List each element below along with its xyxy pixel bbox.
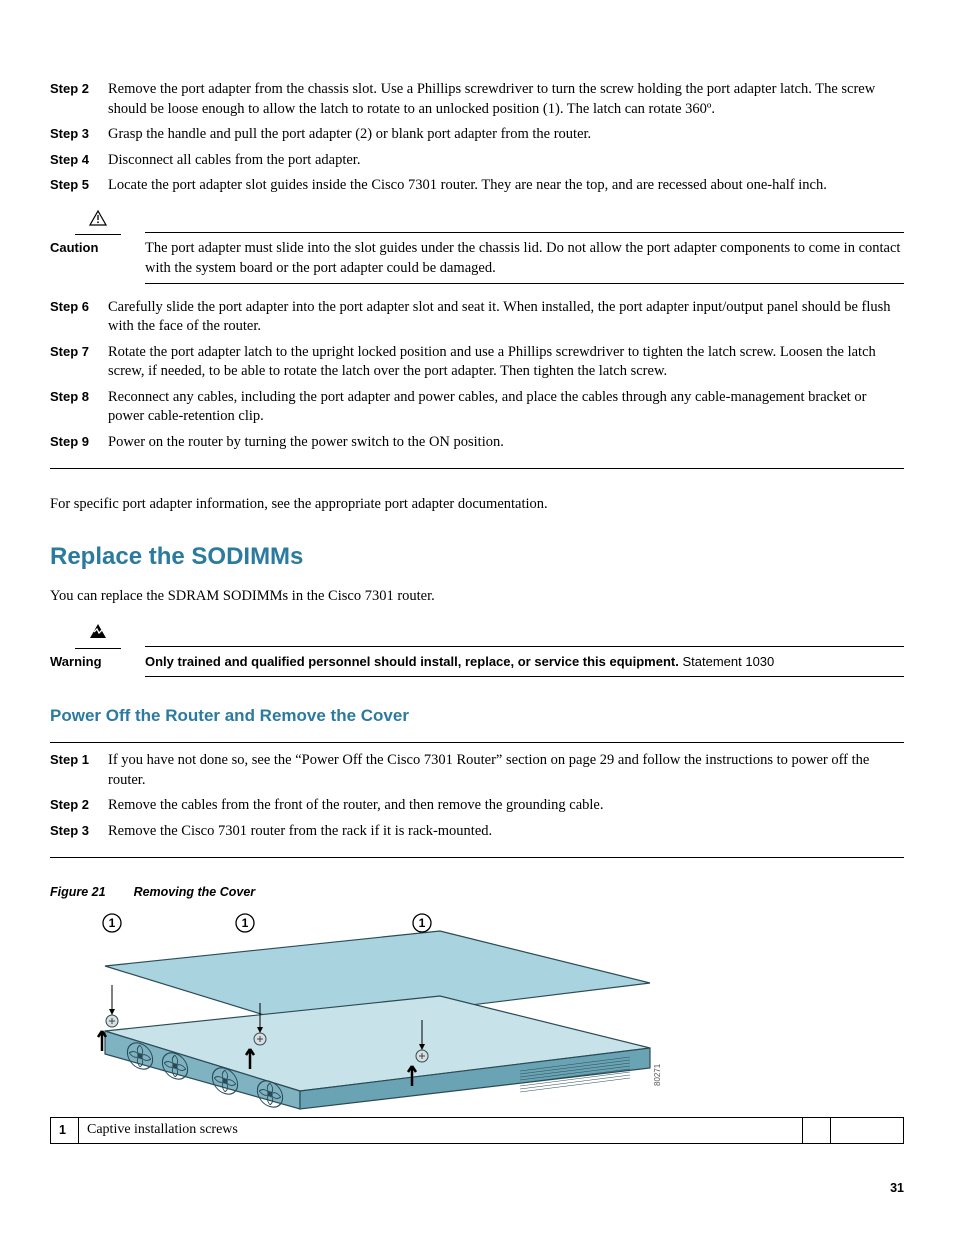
step-label: Step 4 — [50, 151, 108, 171]
step-text: Remove the cables from the front of the … — [108, 796, 904, 816]
step-text: If you have not done so, see the “Power … — [108, 751, 904, 790]
trailing-paragraph: For specific port adapter information, s… — [50, 495, 904, 515]
caution-label: Caution — [50, 239, 145, 278]
caution-text: The port adapter must slide into the slo… — [145, 239, 904, 278]
callout-text: Captive installation screws — [79, 1118, 803, 1144]
section-title: Replace the SODIMMs — [50, 541, 904, 573]
step-label: Step 3 — [50, 822, 108, 842]
warning-icon — [75, 623, 121, 649]
step-row: Step 2 Remove the cables from the front … — [50, 796, 904, 816]
callout-marker: 1 — [413, 914, 431, 932]
page-number: 31 — [50, 1180, 904, 1197]
step-text: Remove the port adapter from the chassis… — [108, 80, 904, 119]
warning-callout: Warning Only trained and qualified perso… — [50, 623, 904, 677]
callout-num: 1 — [51, 1118, 79, 1144]
warning-label: Warning — [50, 653, 145, 673]
step-row: Step 9 Power on the router by turning th… — [50, 433, 904, 453]
callout-text-empty — [830, 1118, 903, 1144]
callout-table: 1 Captive installation screws — [50, 1117, 904, 1144]
figure-number: Figure 21 — [50, 885, 106, 899]
step-text: Carefully slide the port adapter into th… — [108, 298, 904, 337]
step-label: Step 3 — [50, 125, 108, 145]
warning-statement: Statement 1030 — [679, 654, 774, 669]
step-text: Remove the Cisco 7301 router from the ra… — [108, 822, 904, 842]
figure-title: Removing the Cover — [134, 885, 256, 899]
step-text: Locate the port adapter slot guides insi… — [108, 176, 904, 196]
router-chassis — [105, 996, 650, 1111]
warning-bold-text: Only trained and qualified personnel sho… — [145, 654, 679, 669]
step-row: Step 2 Remove the port adapter from the … — [50, 80, 904, 119]
step-text: Power on the router by turning the power… — [108, 433, 904, 453]
step-list-b: Step 6 Carefully slide the port adapter … — [50, 298, 904, 470]
step-list-c: Step 1 If you have not done so, see the … — [50, 751, 904, 858]
image-id: 80271 — [653, 1063, 662, 1086]
step-row: Step 3 Remove the Cisco 7301 router from… — [50, 822, 904, 842]
warning-text: Only trained and qualified personnel sho… — [145, 653, 904, 673]
step-text: Reconnect any cables, including the port… — [108, 388, 904, 427]
rule — [50, 742, 904, 743]
step-row: Step 8 Reconnect any cables, including t… — [50, 388, 904, 427]
caution-callout: Caution The port adapter must slide into… — [50, 210, 904, 284]
svg-text:1: 1 — [109, 916, 116, 930]
step-label: Step 2 — [50, 80, 108, 119]
figure-image: 1 1 1 80271 — [50, 911, 670, 1111]
step-row: Step 4 Disconnect all cables from the po… — [50, 151, 904, 171]
subsection-title: Power Off the Router and Remove the Cove… — [50, 705, 904, 728]
table-row: 1 Captive installation screws — [51, 1118, 904, 1144]
section-intro: You can replace the SDRAM SODIMMs in the… — [50, 587, 904, 607]
step-label: Step 2 — [50, 796, 108, 816]
step-label: Step 7 — [50, 343, 108, 382]
svg-text:1: 1 — [419, 916, 426, 930]
callout-marker: 1 — [103, 914, 121, 932]
step-text: Disconnect all cables from the port adap… — [108, 151, 904, 171]
step-label: Step 1 — [50, 751, 108, 790]
step-row: Step 7 Rotate the port adapter latch to … — [50, 343, 904, 382]
step-list-a: Step 2 Remove the port adapter from the … — [50, 80, 904, 196]
step-label: Step 8 — [50, 388, 108, 427]
svg-text:1: 1 — [242, 916, 249, 930]
caution-icon — [75, 210, 121, 236]
step-row: Step 6 Carefully slide the port adapter … — [50, 298, 904, 337]
callout-head — [50, 210, 904, 236]
callout-marker: 1 — [236, 914, 254, 932]
callout-num-empty — [802, 1118, 830, 1144]
step-label: Step 9 — [50, 433, 108, 453]
step-row: Step 3 Grasp the handle and pull the por… — [50, 125, 904, 145]
figure-caption: Figure 21 Removing the Cover — [50, 884, 904, 901]
step-row: Step 5 Locate the port adapter slot guid… — [50, 176, 904, 196]
step-label: Step 6 — [50, 298, 108, 337]
step-text: Rotate the port adapter latch to the upr… — [108, 343, 904, 382]
step-label: Step 5 — [50, 176, 108, 196]
step-row: Step 1 If you have not done so, see the … — [50, 751, 904, 790]
step-text: Grasp the handle and pull the port adapt… — [108, 125, 904, 145]
